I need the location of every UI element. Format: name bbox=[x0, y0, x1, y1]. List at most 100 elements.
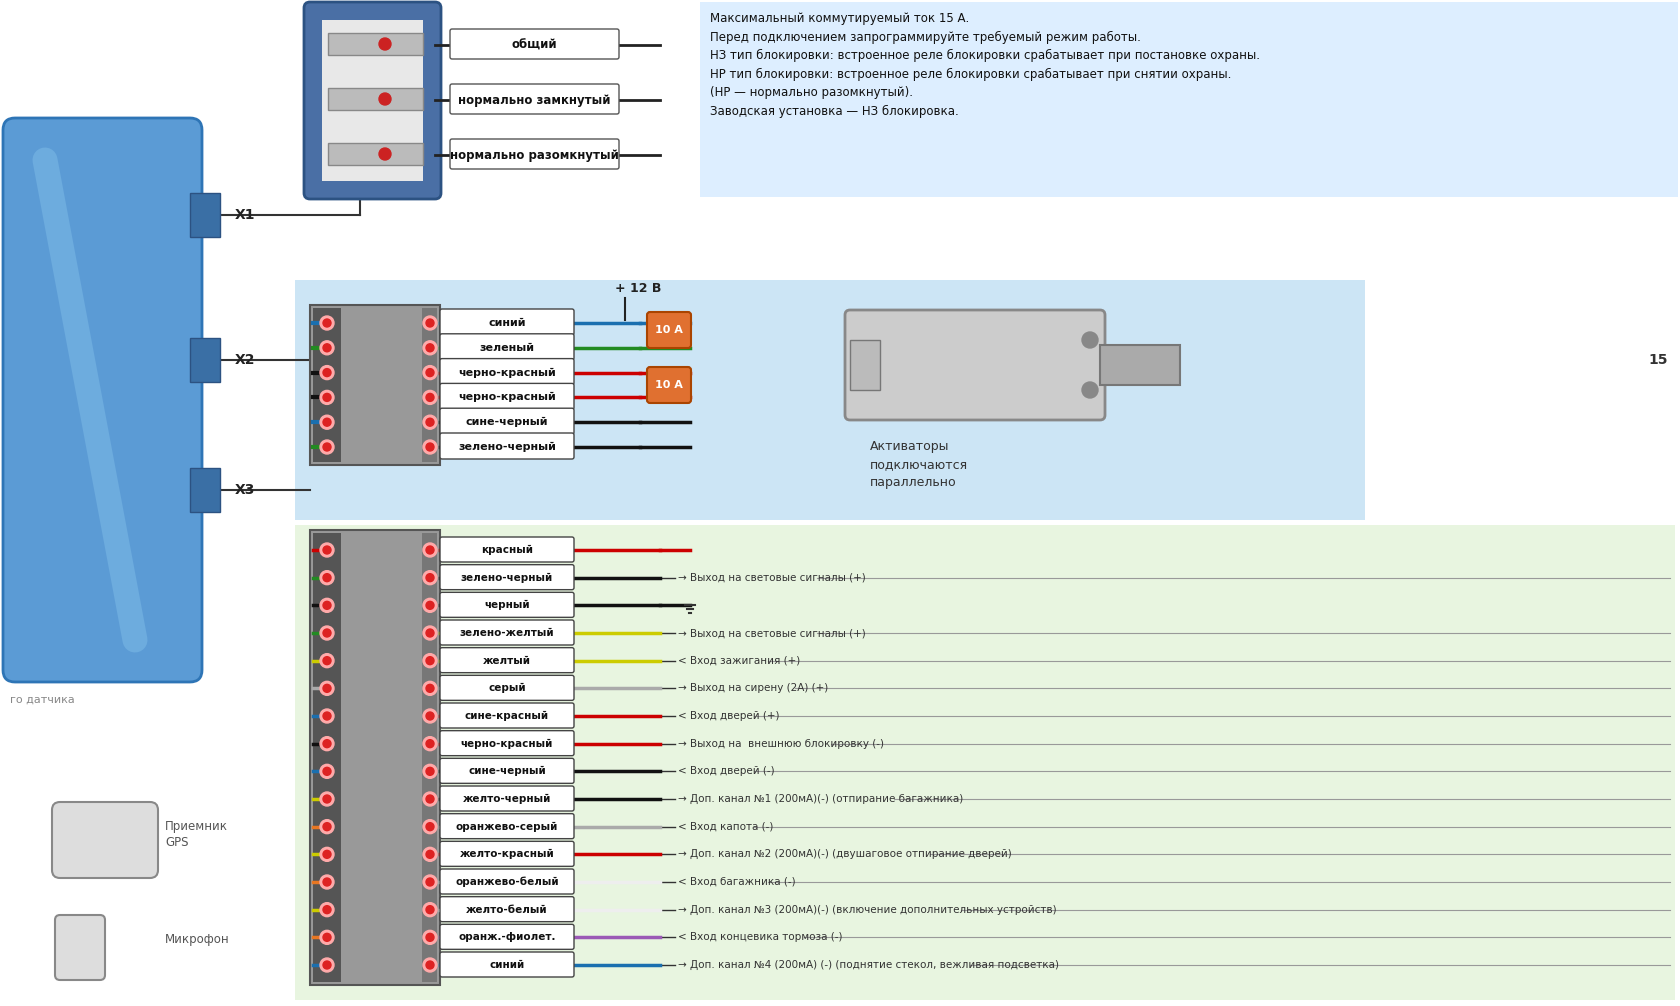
Bar bbox=[328, 143, 423, 165]
FancyBboxPatch shape bbox=[440, 759, 573, 784]
Circle shape bbox=[425, 823, 433, 831]
Circle shape bbox=[323, 934, 331, 942]
FancyBboxPatch shape bbox=[440, 309, 573, 335]
Text: красный: красный bbox=[480, 545, 533, 555]
Circle shape bbox=[425, 768, 433, 776]
FancyBboxPatch shape bbox=[440, 537, 573, 562]
Text: 10 А: 10 А bbox=[655, 380, 682, 390]
FancyBboxPatch shape bbox=[647, 367, 690, 403]
Circle shape bbox=[423, 958, 437, 972]
Circle shape bbox=[425, 629, 433, 637]
Bar bbox=[294, 525, 1673, 1000]
Circle shape bbox=[319, 820, 334, 834]
Circle shape bbox=[423, 792, 437, 806]
Circle shape bbox=[319, 902, 334, 916]
Text: желто-белый: желто-белый bbox=[465, 904, 548, 914]
Circle shape bbox=[319, 654, 334, 668]
Circle shape bbox=[423, 654, 437, 668]
FancyBboxPatch shape bbox=[647, 312, 690, 348]
FancyBboxPatch shape bbox=[440, 383, 573, 409]
FancyBboxPatch shape bbox=[440, 564, 573, 590]
Text: общий: общий bbox=[511, 38, 558, 51]
Circle shape bbox=[323, 443, 331, 451]
Bar bbox=[309, 305, 440, 465]
FancyBboxPatch shape bbox=[440, 620, 573, 645]
Circle shape bbox=[1082, 332, 1097, 348]
Circle shape bbox=[319, 440, 334, 454]
Circle shape bbox=[323, 546, 331, 554]
FancyBboxPatch shape bbox=[440, 334, 573, 360]
Circle shape bbox=[319, 599, 334, 613]
Circle shape bbox=[319, 736, 334, 750]
Text: Микрофон: Микрофон bbox=[165, 934, 230, 947]
Text: серый: серый bbox=[487, 683, 526, 693]
Text: го датчика: го датчика bbox=[10, 695, 74, 705]
Circle shape bbox=[323, 739, 331, 747]
Text: < Вход зажигания (+): < Вход зажигания (+) bbox=[677, 656, 800, 666]
Circle shape bbox=[319, 681, 334, 695]
Text: зелено-желтый: зелено-желтый bbox=[459, 628, 554, 638]
FancyBboxPatch shape bbox=[52, 802, 158, 878]
Circle shape bbox=[323, 823, 331, 831]
Text: сине-красный: сине-красный bbox=[465, 711, 549, 721]
Circle shape bbox=[378, 93, 391, 105]
Text: → Доп. канал №1 (200мА)(-) (отпирание багажника): → Доп. канал №1 (200мА)(-) (отпирание ба… bbox=[677, 794, 963, 804]
Circle shape bbox=[378, 148, 391, 160]
Text: < Вход багажника (-): < Вход багажника (-) bbox=[677, 877, 795, 887]
Circle shape bbox=[323, 368, 331, 376]
Bar bbox=[312, 308, 341, 462]
FancyBboxPatch shape bbox=[440, 408, 573, 435]
Text: желто-черный: желто-черный bbox=[462, 794, 551, 804]
FancyBboxPatch shape bbox=[55, 915, 104, 980]
Circle shape bbox=[323, 905, 331, 913]
Circle shape bbox=[323, 961, 331, 969]
Text: Приемник
GPS: Приемник GPS bbox=[165, 820, 228, 849]
FancyBboxPatch shape bbox=[440, 841, 573, 866]
Circle shape bbox=[423, 543, 437, 557]
Circle shape bbox=[423, 626, 437, 640]
FancyBboxPatch shape bbox=[304, 2, 440, 199]
FancyBboxPatch shape bbox=[440, 925, 573, 950]
FancyBboxPatch shape bbox=[440, 358, 573, 384]
Circle shape bbox=[319, 316, 334, 330]
Circle shape bbox=[319, 415, 334, 430]
Circle shape bbox=[323, 344, 331, 352]
Text: сине-черный: сине-черный bbox=[467, 767, 546, 777]
Circle shape bbox=[425, 795, 433, 803]
Circle shape bbox=[323, 768, 331, 776]
FancyBboxPatch shape bbox=[440, 593, 573, 618]
Circle shape bbox=[425, 878, 433, 886]
Text: черно-красный: черно-красный bbox=[459, 367, 556, 377]
Bar bbox=[328, 88, 423, 110]
Text: нормально разомкнутый: нормально разомкнутый bbox=[450, 149, 618, 162]
Bar bbox=[309, 530, 440, 985]
Circle shape bbox=[319, 390, 334, 404]
Circle shape bbox=[319, 931, 334, 945]
Text: X3: X3 bbox=[235, 483, 255, 497]
Circle shape bbox=[423, 599, 437, 613]
Text: → Доп. канал №3 (200мА)(-) (включение дополнительных устройств): → Доп. канал №3 (200мА)(-) (включение до… bbox=[677, 904, 1057, 914]
Bar bbox=[190, 193, 220, 237]
Text: → Доп. канал №4 (200мА) (-) (поднятие стекол, вежливая подсветка): → Доп. канал №4 (200мА) (-) (поднятие ст… bbox=[677, 960, 1058, 970]
Text: нормально замкнутый: нормально замкнутый bbox=[459, 94, 610, 107]
FancyBboxPatch shape bbox=[440, 675, 573, 700]
Text: оранжево-белый: оранжево-белый bbox=[455, 877, 558, 887]
Circle shape bbox=[319, 365, 334, 379]
Bar bbox=[422, 533, 437, 982]
Circle shape bbox=[323, 573, 331, 581]
FancyBboxPatch shape bbox=[450, 83, 618, 114]
Circle shape bbox=[423, 570, 437, 584]
Text: синий: синий bbox=[487, 318, 526, 328]
FancyBboxPatch shape bbox=[440, 896, 573, 921]
Circle shape bbox=[425, 443, 433, 451]
FancyBboxPatch shape bbox=[440, 433, 573, 459]
Circle shape bbox=[423, 440, 437, 454]
Text: X2: X2 bbox=[235, 353, 255, 367]
Text: Активаторы
подключаются
параллельно: Активаторы подключаются параллельно bbox=[870, 440, 968, 489]
Circle shape bbox=[425, 368, 433, 376]
Text: → Выход на световые сигналы (+): → Выход на световые сигналы (+) bbox=[677, 628, 865, 638]
Circle shape bbox=[378, 38, 391, 50]
Text: желтый: желтый bbox=[482, 656, 531, 666]
Circle shape bbox=[423, 316, 437, 330]
Text: зелено-черный: зелено-черный bbox=[460, 572, 553, 582]
